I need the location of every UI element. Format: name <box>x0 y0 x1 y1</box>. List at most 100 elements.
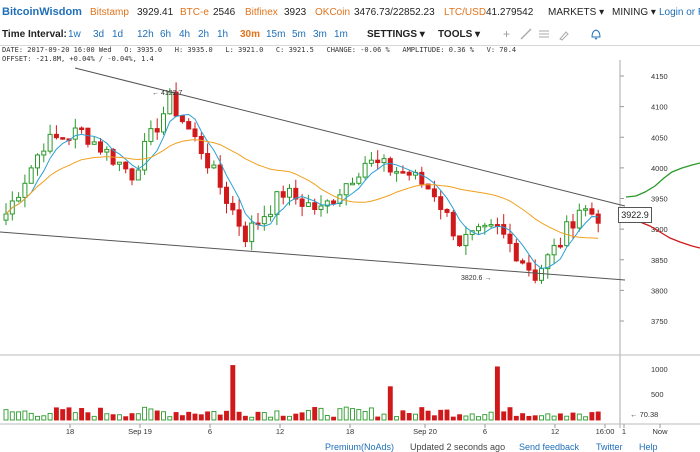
volume-bar <box>142 406 148 421</box>
volume-bar <box>532 415 538 421</box>
volume-bar <box>198 414 204 421</box>
candle <box>53 133 59 139</box>
volume-bar <box>167 416 173 421</box>
x-tick-label: 1 <box>622 427 626 436</box>
help-link[interactable]: Help <box>639 442 658 452</box>
volume-bar <box>123 416 129 421</box>
volume-bar <box>236 411 242 421</box>
candle <box>438 196 444 210</box>
volume-bar <box>350 408 355 421</box>
candlestick-chart[interactable]: 3750 3800 3850 3900 3950 4000 4050 4100 4150 ← 41… <box>0 60 700 440</box>
markets-menu[interactable]: MARKETS ▾ <box>548 7 605 18</box>
candle <box>570 221 576 229</box>
volume-bar <box>280 415 286 421</box>
volume-bar <box>375 416 381 421</box>
volume-bar <box>148 408 154 421</box>
candle <box>526 262 532 271</box>
settings-menu[interactable]: SETTINGS ▾ <box>367 29 425 40</box>
hlines-icon[interactable] <box>537 27 551 44</box>
feedback-link[interactable]: Send feedback <box>519 442 580 452</box>
mining-menu[interactable]: MINING ▾ <box>612 7 656 18</box>
low-annotation: 3820.6 → <box>461 275 491 282</box>
updated-status: Updated 2 seconds ago <box>410 442 506 452</box>
premium-link[interactable]: Premium(NoAds) <box>325 442 395 452</box>
candle <box>331 200 337 204</box>
volume-bar <box>135 413 141 421</box>
ticker-exchange[interactable]: Bitstamp <box>90 7 129 18</box>
last-volume-label: ← 70.38 <box>630 410 658 419</box>
candle <box>551 244 557 256</box>
tools-menu[interactable]: TOOLS ▾ <box>438 29 481 40</box>
x-tick-label: Sep 20 <box>413 427 437 436</box>
volume-tick-label: 500 <box>651 390 664 399</box>
x-tick-label: Now <box>652 427 668 436</box>
brush-icon[interactable] <box>557 27 571 44</box>
candle <box>312 202 318 210</box>
candle <box>268 213 274 218</box>
volume-tick-label: 1000 <box>651 365 668 374</box>
login-link[interactable]: Login or R <box>659 7 700 18</box>
volume-bar <box>583 416 589 421</box>
candle <box>324 200 330 207</box>
interval-15m[interactable]: 15m <box>266 29 286 40</box>
candle <box>280 191 286 198</box>
candle <box>507 233 513 244</box>
volume-bar <box>129 413 135 421</box>
volume-bar <box>312 407 318 421</box>
interval-1m[interactable]: 1m <box>334 29 348 40</box>
candle <box>444 208 450 213</box>
volume-bar <box>66 407 72 421</box>
volume-bar <box>476 416 481 421</box>
volume-bar <box>368 407 374 421</box>
volume-bar <box>589 412 595 421</box>
volume-bar <box>186 411 192 421</box>
volume-bar <box>16 411 22 421</box>
volume-bar <box>425 410 431 421</box>
interval-3d[interactable]: 3d <box>93 29 105 40</box>
ticker-exchange[interactable]: BTC-e <box>180 7 209 18</box>
candle <box>488 224 494 227</box>
x-tick-label: 12 <box>551 427 559 436</box>
logo[interactable]: BitcoinWisdom <box>2 6 82 18</box>
volume-bar <box>526 415 532 421</box>
candle <box>513 242 519 262</box>
volume-bar <box>287 415 292 421</box>
candle <box>236 209 242 227</box>
ticker-exchange[interactable]: Bitfinex <box>245 7 278 18</box>
candle <box>72 127 78 140</box>
volume-bar <box>305 409 311 421</box>
interval-3m[interactable]: 3m <box>313 29 327 40</box>
y-tick-label: 4050 <box>651 133 668 142</box>
plus-icon[interactable]: + <box>503 27 511 41</box>
interval-4h[interactable]: 4h <box>179 29 191 40</box>
line-icon[interactable] <box>519 27 533 44</box>
interval-30m[interactable]: 30m <box>240 29 261 40</box>
interval-6h[interactable]: 6h <box>160 29 172 40</box>
candle <box>205 153 211 169</box>
interval-5m[interactable]: 5m <box>292 29 306 40</box>
top-bar: BitcoinWisdom Bitstamp 3929.41 BTC-e 254… <box>0 0 700 26</box>
interval-2h[interactable]: 2h <box>198 29 210 40</box>
candle <box>425 183 431 190</box>
candle <box>293 187 299 200</box>
ticker-exchange[interactable]: OKCoin <box>315 7 351 18</box>
volume-bar <box>9 411 15 421</box>
interval-1d[interactable]: 1d <box>112 29 124 40</box>
ticker-exchange[interactable]: LTC/USD <box>444 7 487 18</box>
interval-1h[interactable]: 1h <box>217 29 229 40</box>
volume-bar <box>217 414 223 421</box>
candle <box>274 191 280 215</box>
volume-bar <box>331 416 337 421</box>
volume-bar <box>249 416 255 421</box>
volume-bar <box>406 413 412 421</box>
volume-bar <box>53 407 59 421</box>
ask-depth-line <box>625 162 700 198</box>
interval-1w[interactable]: 1w <box>68 29 81 40</box>
volume-bar <box>91 415 97 421</box>
interval-12h[interactable]: 12h <box>137 29 154 40</box>
footer: Premium(NoAds) Updated 2 seconds ago Sen… <box>0 440 700 452</box>
volume-bar <box>85 412 91 421</box>
bell-icon[interactable] <box>590 27 602 44</box>
twitter-link[interactable]: Twitter <box>596 442 623 452</box>
y-tick-label: 3950 <box>651 195 668 204</box>
